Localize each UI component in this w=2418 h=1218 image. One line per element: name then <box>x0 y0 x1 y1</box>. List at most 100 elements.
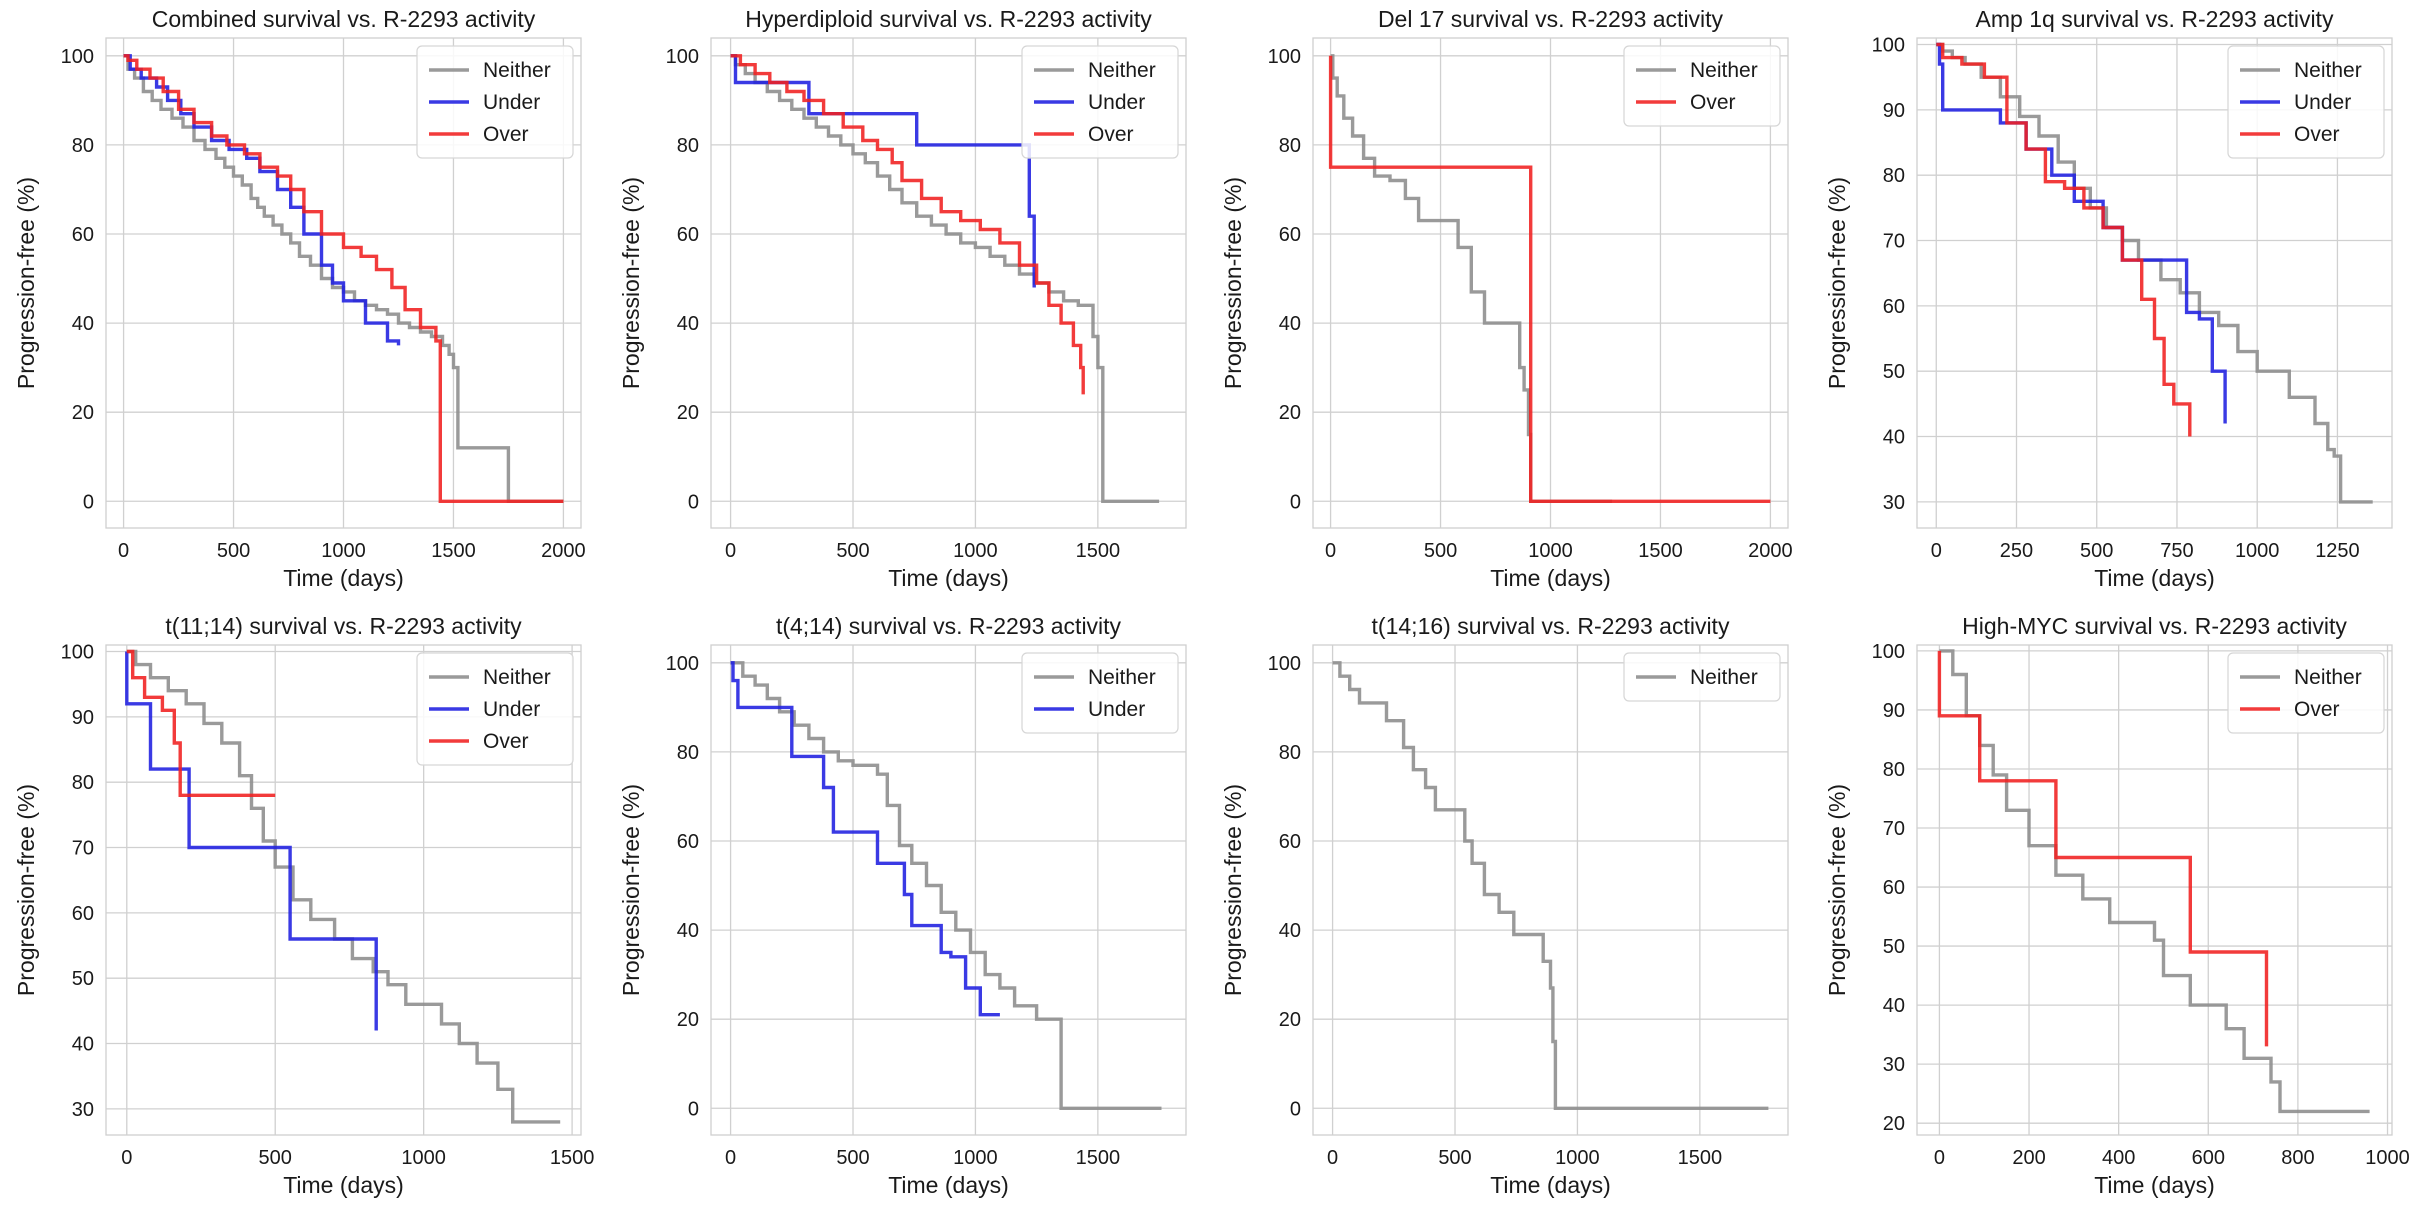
legend: Neither Under Over <box>416 652 574 766</box>
x-axis-label: Time (days) <box>283 565 404 591</box>
y-tick-label: 70 <box>72 838 94 860</box>
x-tick-label: 2000 <box>541 540 586 562</box>
y-tick-label: 100 <box>666 653 699 675</box>
x-axis-label: Time (days) <box>2094 565 2215 591</box>
y-tick-label: 0 <box>83 491 94 513</box>
series-line-under <box>730 54 1036 288</box>
legend-label: Over <box>2294 698 2340 721</box>
series-line-under <box>125 651 378 1031</box>
y-tick-label: 100 <box>61 642 94 664</box>
series-line-over <box>730 54 1085 395</box>
y-tick-label: 40 <box>1883 995 1905 1017</box>
x-tick-label: 0 <box>118 540 129 562</box>
panel-4: 0 250 500 750 1000 1250 30 40 50 60 70 80 90 100 Amp 1… <box>1824 6 2393 591</box>
y-axis-label: Progression-free (%) <box>13 784 39 996</box>
y-tick-label: 20 <box>72 402 94 424</box>
x-tick-label: 1000 <box>2365 1147 2410 1169</box>
x-tick-label: 1000 <box>1528 540 1573 562</box>
legend-label: Under <box>2294 91 2351 114</box>
y-tick-label: 100 <box>61 46 94 68</box>
legend-label: Under <box>483 91 540 114</box>
x-tick-label: 0 <box>1325 540 1336 562</box>
y-axis-label: Progression-free (%) <box>1824 177 1850 389</box>
plot-frame <box>710 644 1187 1136</box>
series-line-over <box>1328 55 1771 503</box>
legend-box <box>1623 45 1781 127</box>
y-tick-label: 50 <box>1883 361 1905 383</box>
y-tick-label: 20 <box>1279 402 1301 424</box>
legend-label: Neither <box>1690 666 1758 689</box>
panel-1: 0 500 1000 1500 2000 0 20 40 60 80 100 Combined sur… <box>13 6 586 591</box>
y-tick-label: 60 <box>1279 224 1301 246</box>
x-tick-label: 800 <box>2281 1147 2314 1169</box>
y-tick-label: 90 <box>1883 100 1905 122</box>
x-tick-label: 2000 <box>1748 540 1793 562</box>
legend-box <box>1021 652 1179 734</box>
y-axis-label: Progression-free (%) <box>618 784 644 996</box>
y-tick-label: 40 <box>677 313 699 335</box>
legend-label: Over <box>483 123 529 146</box>
y-tick-label: 20 <box>1883 1113 1905 1135</box>
y-tick-label: 80 <box>1279 135 1301 157</box>
panel-3: 0 500 1000 1500 2000 0 20 40 60 80 100 Del 17 survi… <box>1220 6 1793 591</box>
y-tick-label: 40 <box>72 313 94 335</box>
series-line-over <box>123 54 564 503</box>
x-axis-label: Time (days) <box>888 565 1009 591</box>
x-tick-label: 600 <box>2192 1147 2225 1169</box>
chart-title: t(4;14) survival vs. R-2293 activity <box>776 613 1122 639</box>
x-tick-label: 500 <box>1424 540 1457 562</box>
series-line-neither <box>1332 661 1769 1110</box>
x-tick-label: 1000 <box>953 1147 998 1169</box>
legend: Neither <box>1623 652 1781 702</box>
series-line-neither <box>126 649 561 1124</box>
chart-title: Amp 1q survival vs. R-2293 activity <box>1976 6 2334 32</box>
y-tick-label: 0 <box>1290 491 1301 513</box>
x-tick-label: 1500 <box>550 1147 595 1169</box>
series-line-neither <box>1330 54 1613 503</box>
y-tick-label: 80 <box>72 772 94 794</box>
x-tick-label: 1000 <box>2235 540 2280 562</box>
panel-2: 0 500 1000 1500 0 20 40 60 80 100 Hyperdiploid sur… <box>618 6 1187 591</box>
x-tick-label: 500 <box>1438 1147 1471 1169</box>
legend-label: Neither <box>2294 666 2362 689</box>
y-tick-label: 60 <box>677 224 699 246</box>
x-tick-label: 500 <box>217 540 250 562</box>
legend: Neither Under Over <box>2227 45 2385 159</box>
legend-label: Under <box>1088 91 1145 114</box>
x-axis-label: Time (days) <box>1490 565 1611 591</box>
y-tick-label: 20 <box>677 1009 699 1031</box>
y-axis-label: Progression-free (%) <box>1220 177 1246 389</box>
y-tick-label: 90 <box>1883 700 1905 722</box>
y-axis-label: Progression-free (%) <box>618 177 644 389</box>
plot-frame <box>1916 644 2393 1136</box>
panel-6: 0 500 1000 1500 0 20 40 60 80 100 t(4;14) survival… <box>618 613 1187 1198</box>
y-tick-label: 80 <box>677 135 699 157</box>
x-tick-label: 1000 <box>1555 1147 1600 1169</box>
legend-label: Over <box>1088 123 1134 146</box>
x-tick-label: 1000 <box>401 1147 446 1169</box>
y-tick-label: 60 <box>1883 296 1905 318</box>
y-tick-label: 60 <box>72 903 94 925</box>
series-line-under <box>1936 42 2227 424</box>
series-line-over <box>126 649 276 797</box>
y-tick-label: 80 <box>1883 165 1905 187</box>
y-tick-label: 100 <box>1872 641 1905 663</box>
x-axis-label: Time (days) <box>1490 1172 1611 1198</box>
y-tick-label: 90 <box>72 707 94 729</box>
x-tick-label: 0 <box>121 1147 132 1169</box>
y-tick-label: 100 <box>1268 653 1301 675</box>
y-axis-label: Progression-free (%) <box>13 177 39 389</box>
y-tick-label: 30 <box>72 1099 94 1121</box>
x-tick-label: 0 <box>725 540 736 562</box>
y-tick-label: 50 <box>72 968 94 990</box>
plot-frame <box>1312 644 1789 1136</box>
x-tick-label: 1000 <box>953 540 998 562</box>
y-tick-label: 80 <box>1883 759 1905 781</box>
legend-box <box>416 652 574 766</box>
chart-title: t(11;14) survival vs. R-2293 activity <box>165 613 522 639</box>
y-tick-label: 30 <box>1883 1054 1905 1076</box>
legend: Neither Over <box>2227 652 2385 734</box>
y-tick-label: 20 <box>1279 1009 1301 1031</box>
series-line-under <box>730 661 1000 1017</box>
